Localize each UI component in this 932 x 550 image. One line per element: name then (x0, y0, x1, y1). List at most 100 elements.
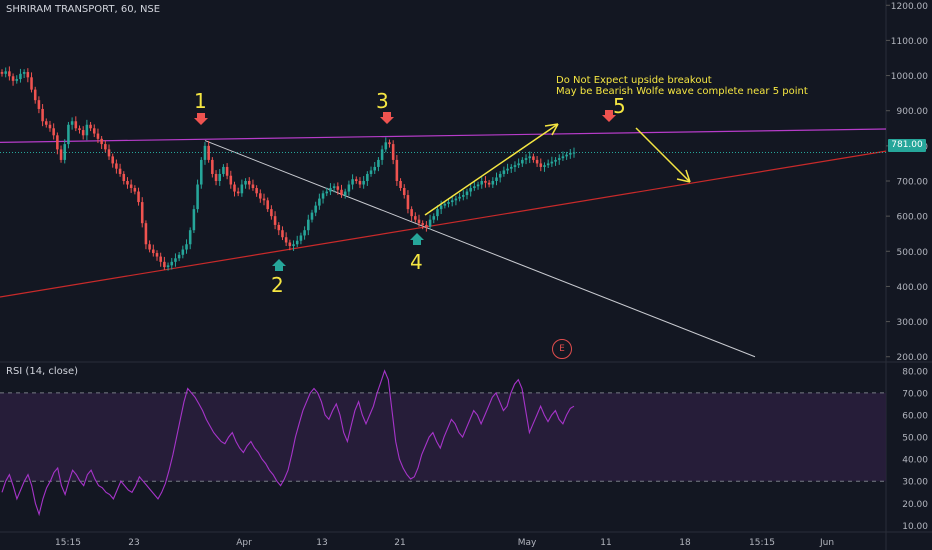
candle-body (192, 209, 196, 231)
note-line-1: Do Not Expect upside breakout (556, 75, 712, 86)
candle-body (37, 100, 41, 109)
candle-body (502, 170, 506, 174)
projection-arrow-up (424, 123, 559, 216)
candle-body (458, 196, 461, 199)
candle-body (428, 219, 432, 227)
time-tick-label: 15:15 (749, 538, 775, 548)
time-tick-label: 15:15 (55, 538, 81, 548)
projection-arrow-up-head (544, 123, 559, 136)
candle-body (104, 144, 107, 150)
earnings-event-icon[interactable]: E (552, 339, 572, 359)
wave-point-1: 1 (194, 89, 207, 113)
candle-body (199, 159, 203, 185)
trendline-1-3 (204, 140, 756, 358)
price-tick-label: 500.00 (897, 248, 929, 258)
candle-body (137, 191, 140, 203)
candle-body (332, 186, 336, 189)
candle-body (310, 212, 314, 220)
candle-body (118, 168, 122, 174)
price-tick-label: 200.00 (897, 353, 929, 363)
candle-body (78, 128, 81, 131)
candle-body (177, 254, 181, 259)
rsi-tick-label: 50.00 (902, 434, 928, 444)
candle-body (321, 193, 325, 199)
candle-body (174, 258, 177, 262)
time-tick-label: 11 (600, 538, 611, 548)
candle-body (67, 124, 70, 145)
candle-body (22, 72, 26, 74)
candle-body (325, 191, 329, 194)
candle-body (402, 188, 406, 196)
rsi-line (1, 369, 575, 517)
candle-body (476, 184, 480, 187)
candle-body (509, 166, 513, 169)
candle-body (347, 184, 351, 192)
price-tick-label: 600.00 (897, 213, 929, 223)
rsi-tick-label: 10.00 (902, 522, 928, 532)
candle-body (546, 163, 550, 166)
candle-body (262, 198, 266, 201)
candle-body (495, 177, 498, 181)
candle-body (399, 181, 402, 189)
rsi-tick-label: 40.00 (902, 456, 928, 466)
candle-body (450, 200, 454, 203)
candle-body (52, 128, 55, 136)
candle-body (336, 186, 340, 190)
candle-body (281, 230, 284, 238)
candle-body (462, 195, 465, 197)
point-4-marker (410, 233, 424, 245)
price-tick-label: 1100.00 (891, 37, 928, 47)
candle-body (56, 135, 59, 150)
resistance-line (0, 128, 887, 143)
candle-body (63, 144, 67, 160)
candle-body (557, 158, 561, 160)
candle-body (277, 224, 281, 231)
candle-body (33, 89, 37, 101)
candle-body (259, 193, 262, 199)
candle-body (380, 149, 384, 160)
rsi-band (0, 392, 886, 482)
candle-body (233, 184, 236, 192)
candle-body (318, 198, 321, 206)
candle-body (196, 184, 199, 210)
candle-body (126, 181, 129, 185)
time-tick-label: 13 (316, 538, 327, 548)
candle-body (163, 261, 166, 268)
price-tick-label: 300.00 (897, 318, 929, 328)
candle-body (0, 72, 4, 74)
candle-body (251, 184, 255, 189)
candle-body (144, 223, 148, 245)
candle-body (140, 202, 144, 224)
candle-body (11, 76, 15, 81)
wave-point-4: 4 (410, 250, 423, 274)
wave-point-5: 5 (613, 94, 626, 118)
candle-body (521, 159, 524, 164)
candle-body (410, 209, 413, 217)
candle-body (572, 152, 576, 154)
candle-body (532, 156, 535, 160)
point-5-marker (602, 110, 616, 122)
note-line-2: May be Bearish Wolfe wave complete near … (556, 86, 808, 97)
candle-body (19, 73, 22, 80)
candle-body (207, 145, 210, 160)
candle-body (59, 149, 63, 160)
candle-body (303, 230, 306, 236)
wave-point-2: 2 (271, 273, 284, 297)
candle-body (284, 237, 288, 243)
candle-body (266, 200, 269, 210)
candle-body (447, 202, 450, 204)
time-tick-label: 21 (394, 538, 405, 548)
price-tick-label: 900.00 (897, 107, 929, 117)
candle-body (15, 79, 19, 81)
candle-body (561, 156, 565, 159)
last-price-tag: 781.00 (888, 139, 926, 152)
candle-body (417, 219, 421, 224)
candle-body (377, 159, 380, 167)
candle-body (340, 189, 343, 196)
candle-body (506, 168, 509, 171)
candle-body (454, 198, 458, 201)
candle-body (406, 195, 410, 210)
candle-body (85, 124, 89, 136)
candle-body (395, 159, 399, 181)
candle-body (554, 159, 557, 162)
